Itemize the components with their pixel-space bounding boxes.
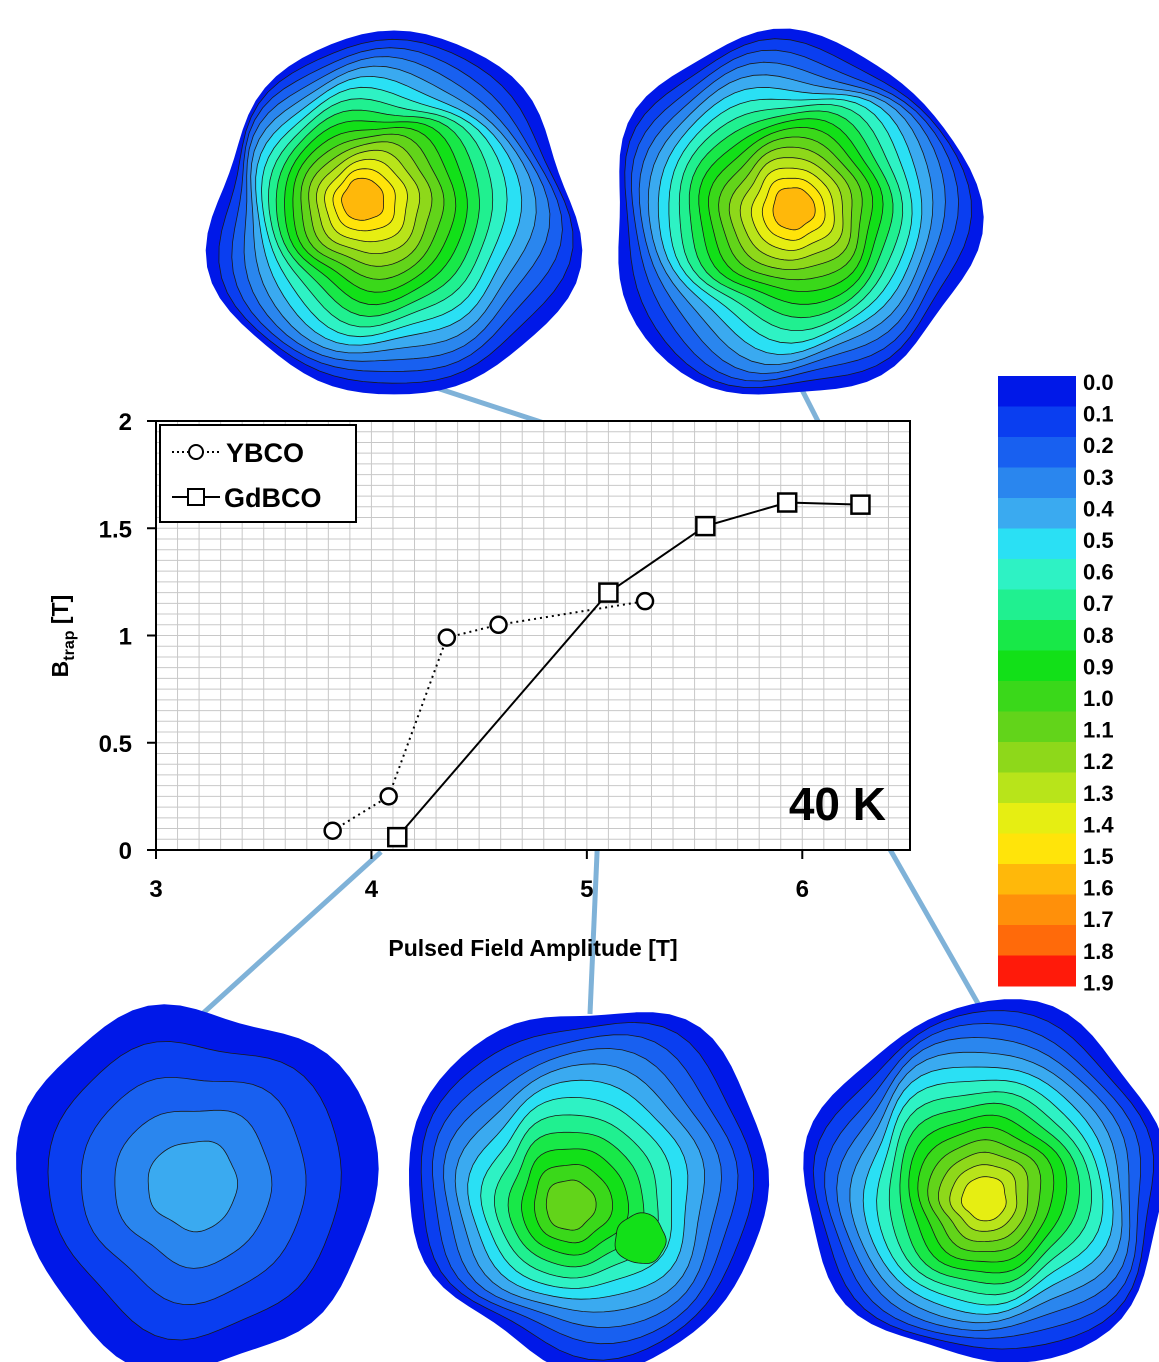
legend-label-ybco: YBCO: [226, 438, 304, 468]
y-axis-label-unit: [T]: [47, 595, 73, 631]
trapped-field-chart: 3 4 5 6 0 0.5 1 1.5 2 40 K YBCO GdBCO Pulsed Fie…: [47, 409, 911, 961]
colorbar-label: 1.6: [1083, 876, 1114, 901]
colorbar-segment: [998, 772, 1076, 804]
colorbar-label: 0.0: [1083, 370, 1114, 395]
data-point-gdbco: [387, 826, 408, 848]
temperature-annotation: 40 K: [789, 778, 886, 830]
colorbar-segment: [998, 925, 1076, 956]
data-point-ybco: [323, 821, 342, 840]
field-map-top-right: [618, 28, 984, 395]
y-tick-label: 1.5: [99, 516, 132, 543]
colorbar-label: 0.3: [1083, 465, 1114, 490]
data-point-ybco: [635, 591, 655, 611]
colorbar-segment: [998, 833, 1076, 865]
colorbar-label: 0.4: [1083, 496, 1114, 521]
field-map-bottom-right: [803, 999, 1159, 1362]
colorbar-segment: [998, 406, 1076, 438]
colorbar-segment: [998, 955, 1076, 987]
legend-marker-ybco: [188, 444, 204, 460]
data-point-gdbco: [850, 494, 871, 515]
y-axis-label-main: B: [47, 661, 73, 678]
colorbar-label: 1.7: [1083, 907, 1114, 932]
colorbar-label: 0.7: [1083, 591, 1114, 616]
y-tick-label: 1: [119, 624, 132, 651]
series-markers: [323, 492, 871, 848]
colorbar-label: 1.9: [1083, 970, 1114, 995]
colorbar-segment: [998, 528, 1076, 560]
contour-level: [545, 1179, 597, 1231]
colorbar-segment: [998, 467, 1076, 499]
data-point-gdbco: [776, 492, 798, 513]
colorbar-label: 0.1: [1083, 402, 1114, 427]
colorbar-segment: [998, 498, 1076, 529]
data-point-gdbco: [695, 515, 716, 537]
colorbar-segment: [998, 681, 1076, 712]
y-axis-label-sub: trap: [61, 630, 78, 660]
x-axis-label: Pulsed Field Amplitude [T]: [388, 935, 677, 961]
colorbar-segment: [998, 894, 1076, 926]
x-tick-label: 3: [149, 876, 162, 903]
colorbar-segment: [998, 650, 1076, 682]
field-map-top-left: [205, 30, 583, 395]
colorbar-label: 0.8: [1083, 623, 1114, 648]
contour-level: [960, 1176, 1007, 1222]
x-tick-label: 6: [796, 876, 809, 903]
legend: YBCO GdBCO: [159, 424, 357, 523]
colorbar-label: 1.0: [1083, 686, 1114, 711]
colorbar-label: 1.4: [1083, 812, 1114, 837]
data-point-ybco: [437, 628, 457, 647]
colorbar-label: 1.5: [1083, 844, 1114, 869]
data-point-ybco: [489, 615, 508, 635]
colorbar-segment: [998, 620, 1076, 651]
contour-level-secondary: [614, 1212, 667, 1264]
colorbar-label: 0.9: [1083, 654, 1114, 679]
colorbar-segment: [998, 559, 1076, 590]
colorbar-segment: [998, 376, 1076, 407]
colorbar-label: 1.1: [1083, 718, 1114, 743]
colorbar: 0.0 0.1 0.2 0.3 0.4 0.5 0.6 0.7 0.8 0.9 1.0 1.1 1.2 1…: [998, 370, 1114, 995]
y-tick-label: 0: [119, 838, 132, 865]
data-point-gdbco: [598, 582, 619, 603]
colorbar-label: 1.8: [1083, 939, 1114, 964]
colorbar-label: 0.6: [1083, 560, 1114, 585]
contour-level: [772, 187, 816, 231]
contour-level: [341, 177, 384, 221]
colorbar-segment: [998, 803, 1076, 834]
colorbar-label: 1.3: [1083, 781, 1114, 806]
axes: 3 4 5 6 0 0.5 1 1.5 2: [99, 409, 809, 903]
colorbar-segment: [998, 864, 1076, 895]
colorbar-segment: [998, 589, 1076, 621]
contour-level: [147, 1140, 238, 1233]
legend-label-gdbco: GdBCO: [224, 483, 322, 513]
legend-marker-gdbco: [187, 488, 205, 506]
colorbar-segment: [998, 742, 1076, 773]
colorbar-segment: [998, 711, 1076, 743]
colorbar-segment: [998, 437, 1076, 468]
y-tick-label: 2: [119, 409, 132, 436]
connector-line: [198, 850, 383, 1018]
data-point-ybco: [379, 787, 398, 806]
field-map-bottom-middle: [409, 1012, 770, 1362]
field-map-bottom-left: [16, 1004, 379, 1362]
grid-lines: [155, 420, 911, 851]
y-axis-label: Btrap [T]: [47, 595, 78, 678]
colorbar-label: 1.2: [1083, 749, 1114, 774]
x-tick-label: 4: [365, 876, 379, 903]
colorbar-label: 0.5: [1083, 528, 1114, 553]
x-tick-label: 5: [580, 876, 593, 903]
colorbar-label: 0.2: [1083, 433, 1114, 458]
y-tick-label: 0.5: [99, 731, 132, 758]
